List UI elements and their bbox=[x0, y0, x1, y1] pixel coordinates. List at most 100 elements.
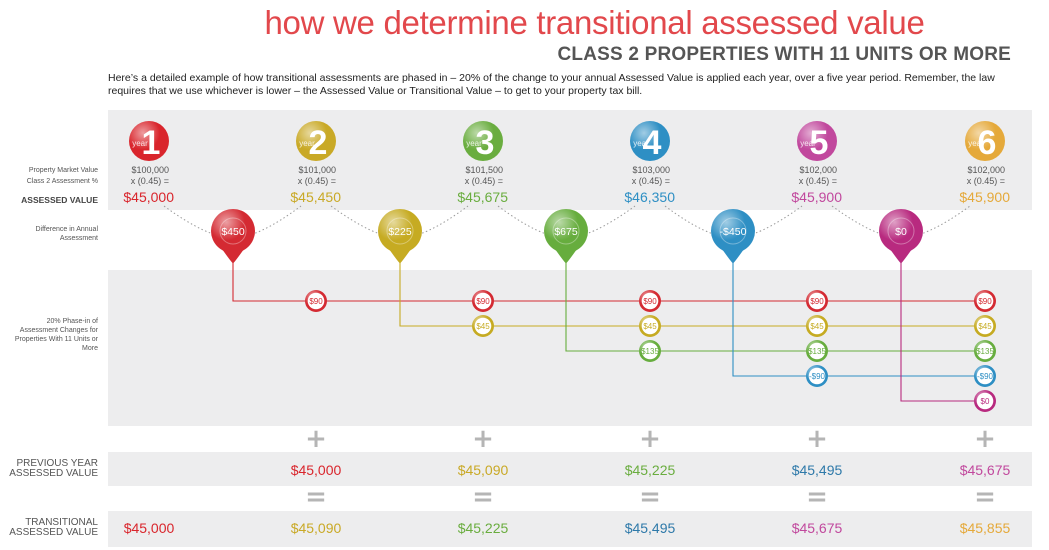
year-badge-word: year bbox=[968, 139, 984, 148]
label-previous-year: PREVIOUS YEAR ASSESSED VALUE bbox=[9, 458, 98, 479]
year-assessment-rate: x (0.45) = bbox=[464, 176, 503, 186]
year-badge-number: 1 bbox=[142, 124, 161, 162]
year-assessment-rate: x (0.45) = bbox=[297, 176, 336, 186]
year-badge-shine bbox=[296, 121, 336, 161]
phase-medal-label: $90 bbox=[309, 297, 323, 306]
year-assessed-value: $45,000 bbox=[123, 189, 174, 205]
phase-medal-shine bbox=[305, 290, 327, 312]
phase-medal-label: $45 bbox=[476, 322, 490, 331]
phase-medal-shine bbox=[472, 315, 494, 337]
phase-medal-label: $90 bbox=[476, 297, 490, 306]
phase-medal-shine bbox=[639, 340, 661, 362]
label-assessment-pct: Class 2 Assessment % bbox=[26, 178, 98, 185]
label-difference: Difference in Annual Assessment bbox=[35, 226, 98, 242]
phase-medal-shine bbox=[806, 290, 828, 312]
phase-connector-line bbox=[732, 255, 985, 377]
year-badge-number: 4 bbox=[643, 124, 662, 162]
phase-medal-label: $90 bbox=[643, 297, 657, 306]
phase-medal-label: $135 bbox=[641, 347, 659, 356]
difference-pin-label: $225 bbox=[388, 226, 412, 238]
year-market-value: $100,000 bbox=[131, 165, 169, 175]
phase-connector-line bbox=[565, 255, 985, 352]
plus-symbol: + bbox=[305, 424, 327, 454]
difference-pin-label: -$450 bbox=[720, 226, 747, 238]
label-market-value: Property Market Value bbox=[28, 167, 98, 174]
year-assessed-value: $45,900 bbox=[791, 189, 842, 205]
phase-medal-shine bbox=[974, 340, 996, 362]
year-badge-number: 5 bbox=[810, 124, 829, 162]
equals-symbol: = bbox=[305, 482, 327, 512]
difference-pin-shine bbox=[211, 209, 255, 253]
difference-pin-ring bbox=[219, 217, 247, 245]
phase-medal-label: -$90 bbox=[809, 372, 826, 381]
year-market-value: $101,500 bbox=[465, 165, 503, 175]
year-market-value: $101,000 bbox=[298, 165, 336, 175]
phase-medal-label: $45 bbox=[978, 322, 992, 331]
difference-pin-shine bbox=[544, 209, 588, 253]
phase-medal-label: $135 bbox=[808, 347, 826, 356]
label-assessed-value: ASSESSED VALUE bbox=[21, 195, 98, 205]
plus-symbol: + bbox=[806, 424, 828, 454]
year-badge-shine bbox=[463, 121, 503, 161]
year-badge-word: year bbox=[132, 139, 148, 148]
phase-medal-shine bbox=[974, 315, 996, 337]
year-assessed-value: $46,350 bbox=[624, 189, 675, 205]
plus-symbol: + bbox=[974, 424, 996, 454]
transitional-value: $45,675 bbox=[791, 520, 843, 536]
transitional-value: $45,090 bbox=[290, 520, 342, 536]
year-badge-word: year bbox=[299, 139, 315, 148]
phase-medal-label: $45 bbox=[810, 322, 824, 331]
year-badge-number: 2 bbox=[309, 124, 328, 162]
transitional-value: $45,225 bbox=[457, 520, 509, 536]
phase-medal-shine bbox=[806, 340, 828, 362]
phase-connector-line bbox=[399, 255, 985, 327]
year-badge-shine bbox=[630, 121, 670, 161]
phase-medal-label: -$90 bbox=[977, 372, 994, 381]
phase-medal-shine bbox=[639, 290, 661, 312]
year-badge-number: 6 bbox=[978, 124, 997, 162]
year-market-value: $102,000 bbox=[799, 165, 837, 175]
previous-year-value: $45,090 bbox=[457, 462, 509, 478]
difference-pin-ring bbox=[887, 217, 915, 245]
difference-pin-shine bbox=[711, 209, 755, 253]
year-assessed-value: $45,450 bbox=[290, 189, 341, 205]
equals-symbol: = bbox=[806, 482, 828, 512]
year-assessed-value: $45,900 bbox=[959, 189, 1010, 205]
transitional-value-band bbox=[108, 511, 1032, 547]
difference-pin-ring bbox=[386, 217, 414, 245]
difference-pin-ring bbox=[552, 217, 580, 245]
year-assessment-rate: x (0.45) = bbox=[966, 176, 1005, 186]
phase-medal-shine bbox=[806, 315, 828, 337]
page-subtitle: CLASS 2 PROPERTIES WITH 11 UNITS OR MORE bbox=[557, 44, 1011, 65]
year-badge-word: year bbox=[800, 139, 816, 148]
equals-symbol: = bbox=[472, 482, 494, 512]
transitional-value: $45,495 bbox=[624, 520, 676, 536]
year-badge-word: year bbox=[633, 139, 649, 148]
difference-pin-shine bbox=[378, 209, 422, 253]
phase-medal-shine bbox=[472, 290, 494, 312]
difference-pin-label: $450 bbox=[221, 226, 245, 238]
phase-medal-shine bbox=[974, 365, 996, 387]
plus-symbol: + bbox=[639, 424, 661, 454]
phase-medal-shine bbox=[639, 315, 661, 337]
year-badge-shine bbox=[797, 121, 837, 161]
year-assessment-rate: x (0.45) = bbox=[798, 176, 837, 186]
intro-paragraph: Here’s a detailed example of how transit… bbox=[108, 72, 995, 97]
phase-medal-label: $90 bbox=[810, 297, 824, 306]
phase-medal-label: $135 bbox=[976, 347, 994, 356]
difference-pin-ring bbox=[719, 217, 747, 245]
transitional-value: $45,855 bbox=[959, 520, 1011, 536]
label-phase-in: 20% Phase-in of Assessment Changes for P… bbox=[14, 318, 98, 352]
previous-value-band bbox=[108, 452, 1032, 486]
assessment-band bbox=[108, 110, 1032, 210]
plus-symbol: + bbox=[472, 424, 494, 454]
previous-year-value: $45,675 bbox=[959, 462, 1011, 478]
difference-pin-shine bbox=[879, 209, 923, 253]
difference-pin-label: $675 bbox=[554, 226, 578, 238]
previous-year-value: $45,000 bbox=[290, 462, 342, 478]
difference-pin-label: $0 bbox=[895, 226, 907, 238]
phase-in-band bbox=[108, 270, 1032, 426]
year-market-value: $102,000 bbox=[967, 165, 1005, 175]
phase-medal-label: $45 bbox=[643, 322, 657, 331]
